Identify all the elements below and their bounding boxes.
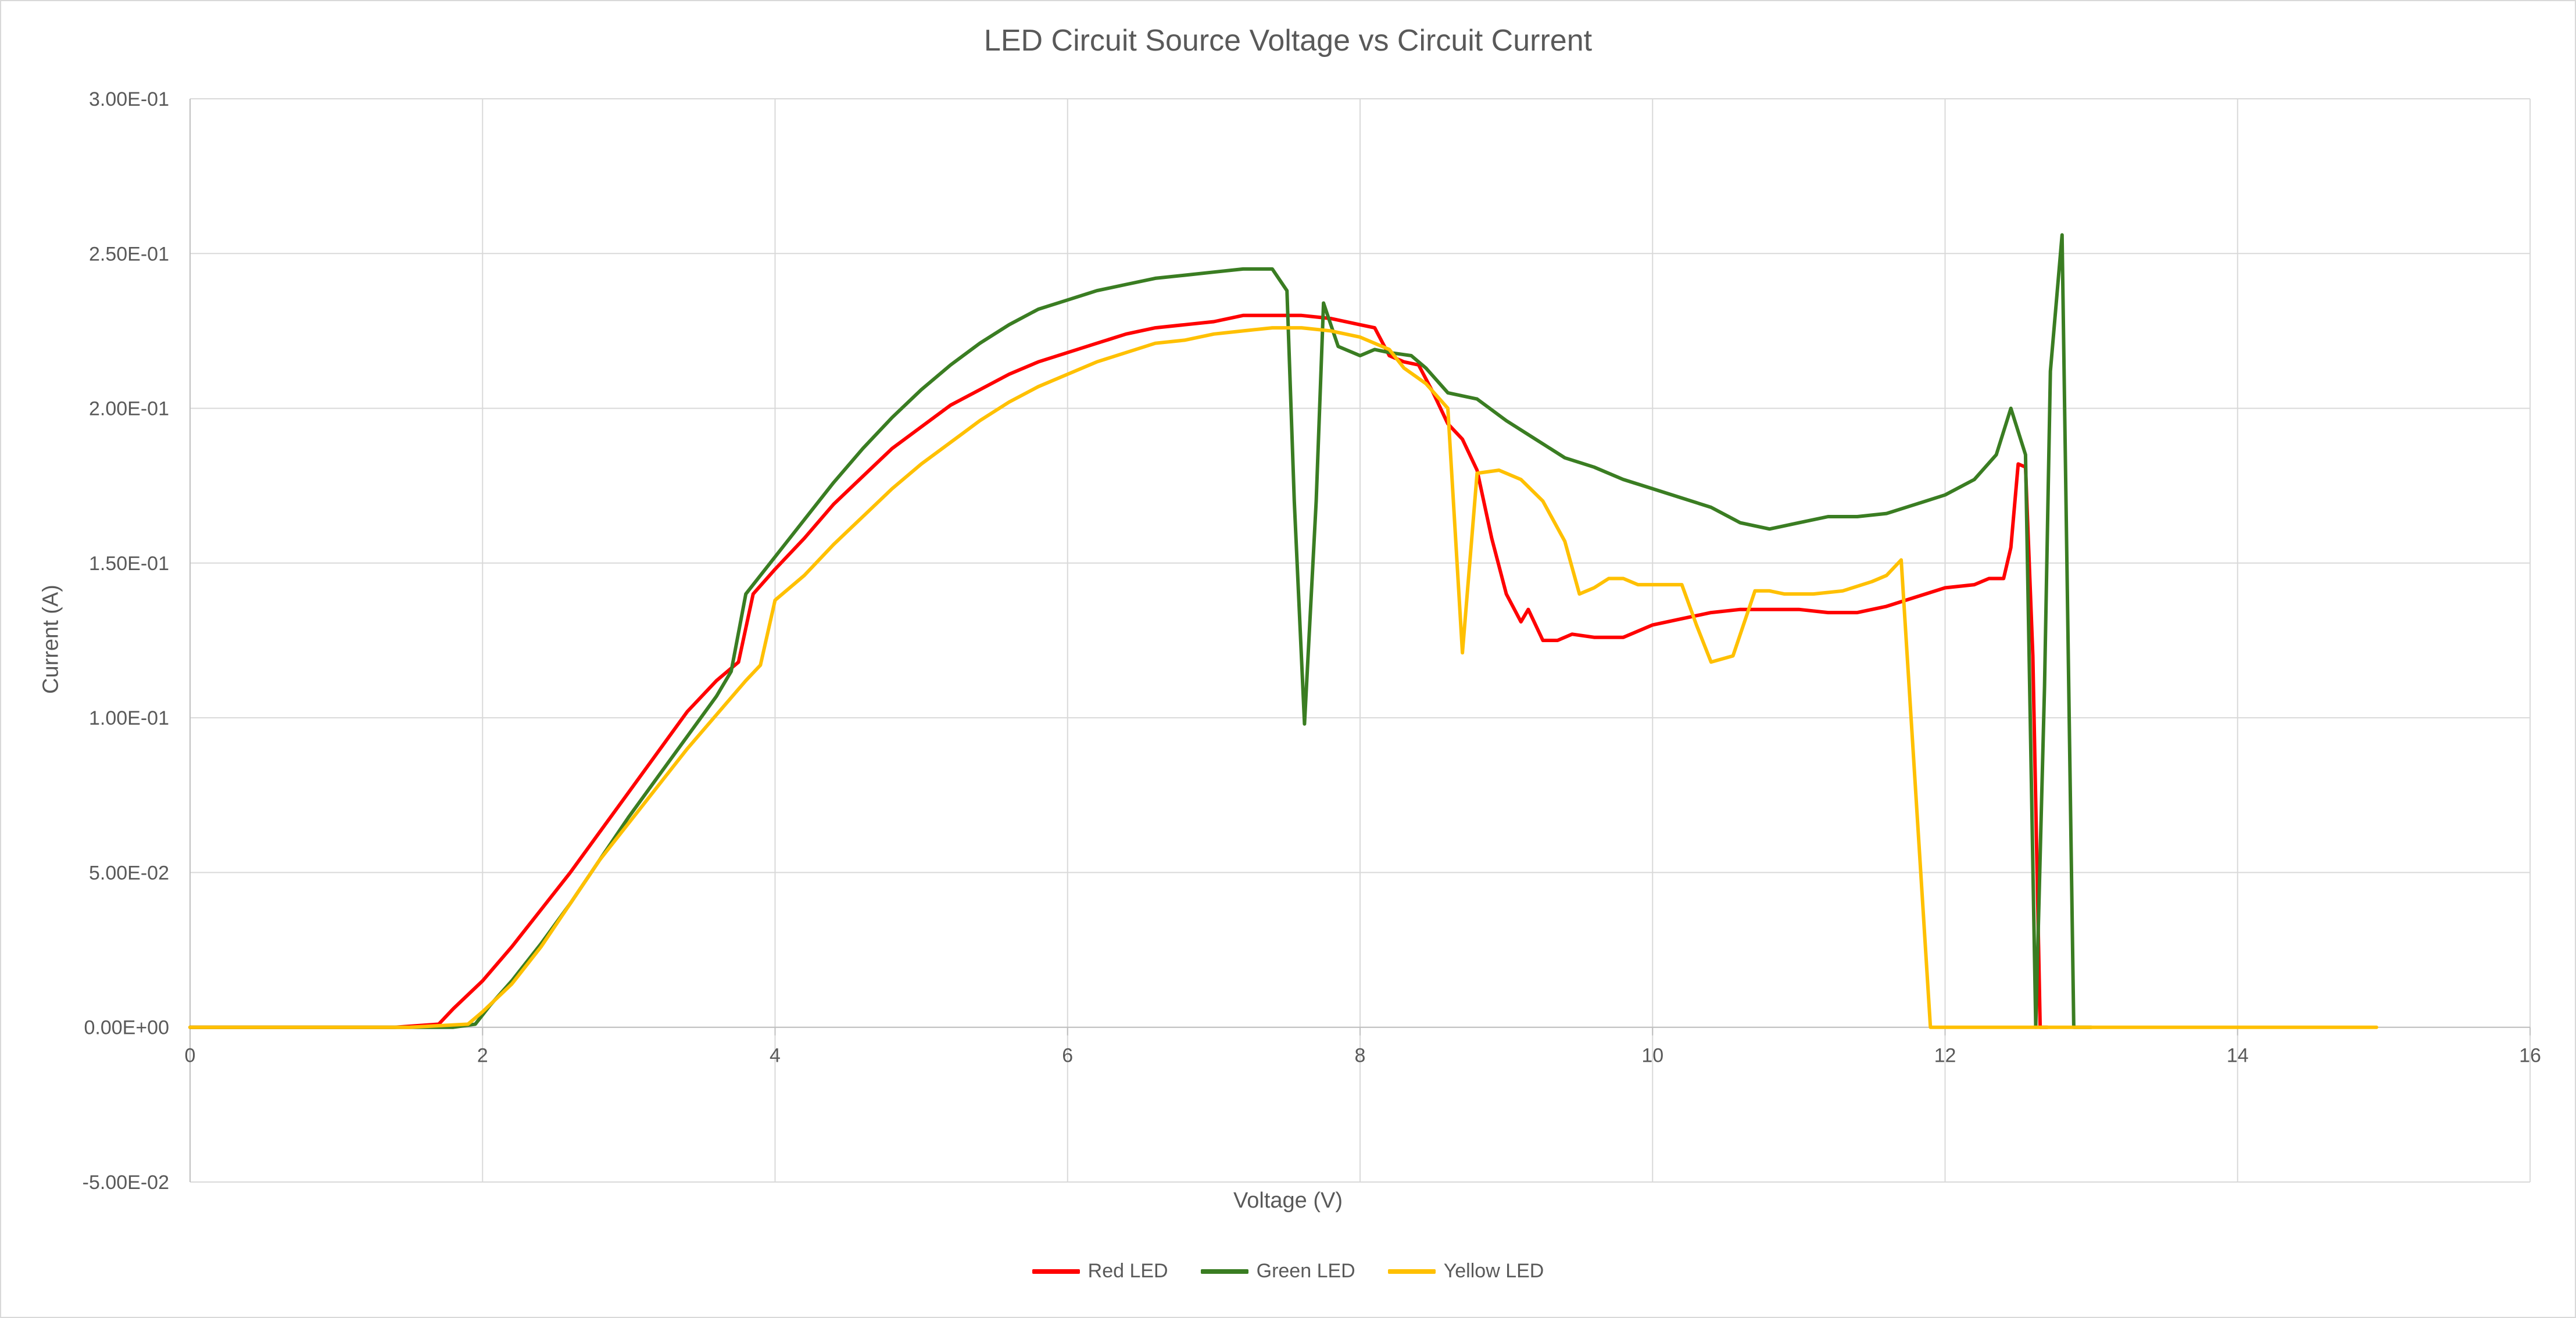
legend-swatch-red-led bbox=[1032, 1269, 1080, 1274]
series-line-red-led bbox=[188, 313, 2049, 1029]
y-tick-label-0: -5.00E-02 bbox=[83, 1172, 169, 1194]
series-line-green-led bbox=[188, 233, 2094, 1029]
y-axis-label: Current (A) bbox=[38, 585, 63, 694]
x-tick-label-8: 16 bbox=[2519, 1045, 2541, 1067]
gridlines bbox=[190, 98, 2531, 1183]
y-tick-label-6: 2.50E-01 bbox=[89, 243, 169, 265]
x-tick-label-7: 14 bbox=[2227, 1045, 2249, 1067]
legend-label-yellow-led: Yellow LED bbox=[1443, 1260, 1544, 1282]
y-tick-label-3: 1.00E-01 bbox=[89, 707, 169, 729]
y-tick-label-5: 2.00E-01 bbox=[89, 398, 169, 420]
legend-item-red-led[interactable]: Red LED bbox=[1032, 1260, 1168, 1283]
chart-title: LED Circuit Source Voltage vs Circuit Cu… bbox=[983, 24, 1593, 58]
legend-swatch-green-led bbox=[1200, 1269, 1248, 1274]
x-tick-label-4: 8 bbox=[1355, 1045, 1366, 1067]
y-tick-label-1: 0.00E+00 bbox=[84, 1017, 169, 1039]
x-tick-label-5: 10 bbox=[1641, 1045, 1663, 1067]
legend-swatch-yellow-led bbox=[1387, 1269, 1436, 1274]
legend-item-yellow-led[interactable]: Yellow LED bbox=[1387, 1260, 1544, 1283]
x-tick-label-6: 12 bbox=[1934, 1045, 1956, 1067]
tick-labels: 0 2 4 6 8 10 12 14 16 -5.00E-02 0.00E+00 5.00E-02 1.… bbox=[83, 88, 2541, 1194]
series-line-yellow-led bbox=[188, 326, 2378, 1029]
y-tick-label-4: 1.50E-01 bbox=[89, 553, 169, 575]
legend-label-green-led: Green LED bbox=[1256, 1260, 1355, 1282]
series-lines bbox=[188, 233, 2378, 1029]
legend: Red LED Green LED Yellow LED bbox=[0, 1260, 2576, 1283]
x-tick-label-2: 4 bbox=[770, 1045, 781, 1067]
x-axis-label: Voltage (V) bbox=[1233, 1188, 1343, 1213]
x-tick-label-3: 6 bbox=[1062, 1045, 1073, 1067]
y-tick-label-7: 3.00E-01 bbox=[89, 88, 169, 110]
legend-item-green-led[interactable]: Green LED bbox=[1200, 1260, 1355, 1283]
x-tick-label-1: 2 bbox=[477, 1045, 488, 1067]
legend-label-red-led: Red LED bbox=[1087, 1260, 1168, 1282]
y-tick-label-2: 5.00E-02 bbox=[89, 862, 169, 884]
x-tick-label-0: 0 bbox=[185, 1045, 196, 1067]
